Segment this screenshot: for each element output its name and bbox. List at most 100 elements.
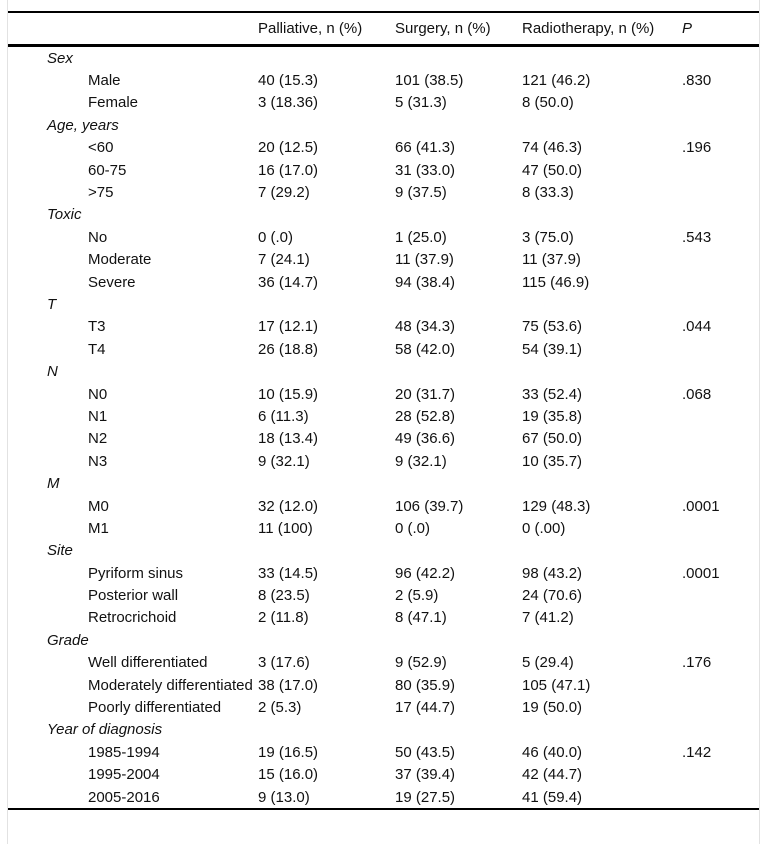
surgery-cell: 58 (42.0)	[395, 340, 456, 358]
row-label-cell: Pyriform sinus	[88, 564, 184, 582]
palliative-cell: 7 (24.1)	[258, 251, 310, 269]
radiotherapy-cell: 5 (29.4)	[522, 654, 574, 672]
p-value-cell	[682, 696, 759, 718]
p-value-cell	[682, 764, 759, 786]
p-value-cell	[682, 674, 759, 696]
treatment-statistics-table: Palliative, n (%) Surgery, n (%) Radioth…	[8, 11, 759, 811]
row-label-cell: 60-75	[88, 161, 127, 179]
surgery-cell: 48 (34.3)	[395, 318, 456, 336]
p-value-cell	[682, 450, 759, 472]
table-row: Well differentiated 3 (17.6) 9 (52.9) 5 (29…	[8, 652, 759, 674]
group-row: Age, years	[8, 114, 759, 136]
palliative-cell: 18 (13.4)	[258, 430, 319, 448]
palliative-cell: 15 (16.0)	[258, 766, 319, 784]
radiotherapy-cell: 54 (39.1)	[522, 340, 583, 358]
row-label-cell: N2	[88, 430, 108, 448]
p-value-cell: .196	[682, 139, 712, 157]
row-label-cell: 1985-1994	[88, 743, 160, 761]
surgery-cell: 17 (44.7)	[395, 699, 456, 717]
p-value-cell	[682, 159, 759, 181]
palliative-cell: 9 (13.0)	[258, 788, 310, 806]
group-label: Grade	[47, 631, 89, 649]
p-value-cell	[682, 181, 759, 203]
radiotherapy-cell: 11 (37.9)	[522, 251, 581, 269]
group-row: Site	[8, 540, 759, 562]
group-label: Sex	[47, 49, 73, 67]
row-label-cell: 2005-2016	[88, 788, 160, 806]
col-header-p-value: P	[682, 12, 759, 47]
palliative-cell: 40 (15.3)	[258, 72, 319, 90]
col-header-radiotherapy: Radiotherapy, n (%)	[522, 12, 682, 47]
p-value-cell: .543	[682, 228, 712, 246]
table-row: Posterior wall 8 (23.5) 2 (5.9) 24 (70.6)	[8, 584, 759, 606]
radiotherapy-cell: 47 (50.0)	[522, 161, 583, 179]
row-label-cell: Posterior wall	[88, 587, 179, 605]
palliative-cell: 38 (17.0)	[258, 676, 319, 694]
row-label-cell: Moderate	[88, 251, 152, 269]
row-label-cell: N0	[88, 385, 108, 403]
surgery-cell: 9 (37.5)	[395, 184, 447, 202]
table-row: N0 10 (15.9) 20 (31.7) 33 (52.4) .068	[8, 383, 759, 405]
table-row: >75 7 (29.2) 9 (37.5) 8 (33.3)	[8, 181, 759, 203]
surgery-cell: 2 (5.9)	[395, 587, 439, 605]
radiotherapy-cell: 3 (75.0)	[522, 228, 574, 246]
p-value-cell	[682, 405, 759, 427]
table-row: Retrocrichoid 2 (11.8) 8 (47.1) 7 (41.2)	[8, 607, 759, 629]
radiotherapy-cell: 8 (50.0)	[522, 94, 574, 112]
row-label-cell: Poorly differentiated	[88, 699, 222, 717]
palliative-cell: 20 (12.5)	[258, 139, 319, 157]
surgery-cell: 8 (47.1)	[395, 609, 447, 627]
p-value-cell: .068	[682, 385, 712, 403]
table-row: N1 6 (11.3) 28 (52.8) 19 (35.8)	[8, 405, 759, 427]
palliative-cell: 10 (15.9)	[258, 385, 319, 403]
surgery-cell: 20 (31.7)	[395, 385, 456, 403]
surgery-cell: 31 (33.0)	[395, 161, 456, 179]
palliative-cell: 19 (16.5)	[258, 743, 319, 761]
p-value-cell: .0001	[682, 497, 720, 515]
palliative-cell: 36 (14.7)	[258, 273, 319, 291]
group-label: Site	[47, 542, 73, 560]
row-label-cell: No	[88, 228, 108, 246]
radiotherapy-cell: 24 (70.6)	[522, 587, 583, 605]
table-row: Pyriform sinus 33 (14.5) 96 (42.2) 98 (43.2…	[8, 562, 759, 584]
surgery-cell: 66 (41.3)	[395, 139, 456, 157]
p-value-cell: .830	[682, 72, 712, 90]
group-row: T	[8, 293, 759, 315]
radiotherapy-cell: 129 (48.3)	[522, 497, 591, 515]
surgery-cell: 1 (25.0)	[395, 228, 447, 246]
radiotherapy-cell: 19 (50.0)	[522, 699, 583, 717]
surgery-cell: 80 (35.9)	[395, 676, 456, 694]
table-row: No 0 (.0) 1 (25.0) 3 (75.0) .543	[8, 226, 759, 248]
palliative-cell: 3 (18.36)	[258, 94, 319, 112]
radiotherapy-cell: 19 (35.8)	[522, 407, 583, 425]
palliative-cell: 32 (12.0)	[258, 497, 319, 515]
palliative-cell: 6 (11.3)	[258, 407, 309, 425]
col-header-surgery: Surgery, n (%)	[395, 12, 522, 47]
radiotherapy-cell: 46 (40.0)	[522, 743, 583, 761]
row-label-cell: Well differentiated	[88, 654, 208, 672]
palliative-cell: 11 (100)	[258, 519, 313, 537]
table-row: 1995-2004 15 (16.0) 37 (39.4) 42 (44.7)	[8, 764, 759, 786]
surgery-cell: 94 (38.4)	[395, 273, 456, 291]
radiotherapy-cell: 98 (43.2)	[522, 564, 583, 582]
group-label: Year of diagnosis	[47, 721, 163, 739]
table-row: M1 11 (100) 0 (.0) 0 (.00)	[8, 517, 759, 539]
table-row: Severe 36 (14.7) 94 (38.4) 115 (46.9)	[8, 271, 759, 293]
table-row: 2005-2016 9 (13.0) 19 (27.5) 41 (59.4)	[8, 786, 759, 809]
surgery-cell: 49 (36.6)	[395, 430, 456, 448]
row-label-cell: M1	[88, 519, 109, 537]
table-header: Palliative, n (%) Surgery, n (%) Radioth…	[8, 12, 759, 47]
table-row: Moderately differentiated 38 (17.0) 80 (35…	[8, 674, 759, 696]
table-row: Poorly differentiated 2 (5.3) 17 (44.7) 19 …	[8, 696, 759, 718]
table-row: T3 17 (12.1) 48 (34.3) 75 (53.6) .044	[8, 316, 759, 338]
row-label-cell: T3	[88, 318, 106, 336]
radiotherapy-cell: 75 (53.6)	[522, 318, 583, 336]
surgery-cell: 37 (39.4)	[395, 766, 456, 784]
palliative-cell: 0 (.0)	[258, 228, 294, 246]
surgery-cell: 19 (27.5)	[395, 788, 456, 806]
group-row: M	[8, 472, 759, 494]
palliative-cell: 2 (5.3)	[258, 699, 302, 717]
group-label: T	[47, 295, 57, 313]
p-value-cell	[682, 338, 759, 360]
row-label-cell: Male	[88, 72, 121, 90]
